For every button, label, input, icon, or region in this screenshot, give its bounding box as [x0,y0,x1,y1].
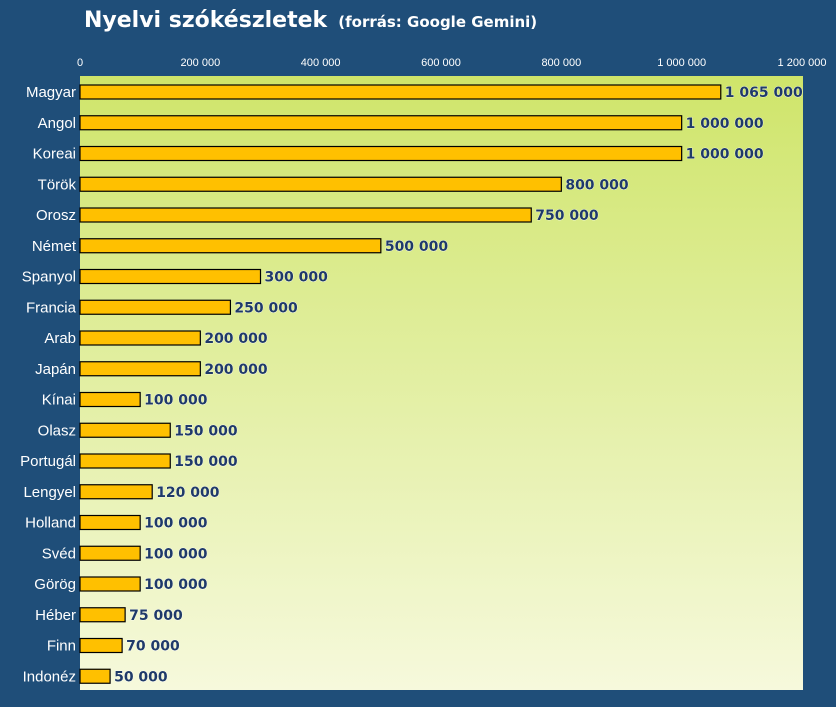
y-tick-label: Spanyol [22,269,76,286]
bar [79,637,123,654]
x-tick-label: 800 000 [541,57,581,69]
bar [79,176,562,192]
data-label: 1 000 000 [686,147,764,163]
data-label: 1 065 000 [725,85,803,101]
data-label: 50 000 [114,669,168,685]
y-tick-label: Indonéz [23,668,76,685]
y-tick-label: Kínai [42,392,76,409]
x-tick-label: 400 000 [301,57,341,69]
bar [79,207,532,223]
bar [79,330,201,346]
data-label: 100 000 [144,516,208,532]
y-tick-label: Orosz [36,207,76,224]
y-tick-label: Finn [47,638,76,655]
x-tick-label: 0 [77,57,83,69]
data-label: 150 000 [174,454,238,470]
y-axis: Magyar Angol Koreai Török Orosz Német Spanyol F… [20,84,77,685]
y-tick-label: Portugál [20,453,76,470]
data-label: 100 000 [144,577,208,593]
bar [79,391,141,408]
x-tick-label: 200 000 [180,57,220,69]
bar [79,115,683,131]
y-tick-label: Koreai [33,146,76,163]
bar [79,668,111,684]
y-tick-label: Német [32,238,77,255]
y-tick-label: Lengyel [23,484,76,501]
plot-area [80,76,803,690]
y-tick-label: Héber [35,607,76,624]
data-label: 250 000 [234,300,298,316]
bar [79,576,141,592]
bar [79,545,141,561]
chart-subtitle: (forrás: Google Gemini) [338,13,538,31]
y-tick-label: Olasz [38,422,76,439]
y-tick-label: Svéd [42,545,76,562]
data-label: 800 000 [565,177,629,193]
chart-title-main: Nyelvi szókészletek [84,8,328,33]
y-tick-label: Francia [26,299,77,316]
data-label: 100 000 [144,393,208,409]
y-tick-label: Magyar [26,84,76,101]
bar [79,361,201,377]
y-tick-label: Török [38,176,77,193]
data-label: 500 000 [385,239,449,255]
bar [79,484,153,500]
bar [79,145,683,162]
bar [79,299,232,315]
bar [79,238,382,254]
bar [79,453,171,469]
y-tick-label: Holland [25,515,76,532]
bar [79,422,171,438]
data-label: 200 000 [204,331,268,347]
y-tick-label: Angol [38,115,76,132]
chart-title: Nyelvi szókészletek (forrás: Google Gemi… [84,8,537,33]
bars [79,84,722,684]
data-label: 70 000 [126,639,180,655]
bar [79,607,126,623]
x-tick-label: 600 000 [421,57,461,69]
data-label: 150 000 [174,423,238,439]
data-label: 75 000 [129,608,183,624]
data-label: 300 000 [265,270,329,286]
bar [79,514,141,531]
data-labels: 1 065 000 1 000 000 1 000 000 800 000 750 00… [114,85,803,686]
bar [79,268,262,285]
data-label: 120 000 [156,485,220,501]
y-tick-label: Görög [34,576,76,593]
data-label: 1 000 000 [686,116,764,132]
x-axis: 0 200 000 400 000 600 000 800 000 1 000 000 1 … [77,57,827,69]
y-tick-label: Arab [44,330,76,347]
y-tick-label: Japán [35,361,76,378]
x-tick-label: 1 200 000 [778,57,827,69]
data-label: 200 000 [204,362,268,378]
x-tick-label: 1 000 000 [657,57,706,69]
bar [79,84,722,100]
data-label: 750 000 [535,208,599,224]
data-label: 100 000 [144,546,208,562]
